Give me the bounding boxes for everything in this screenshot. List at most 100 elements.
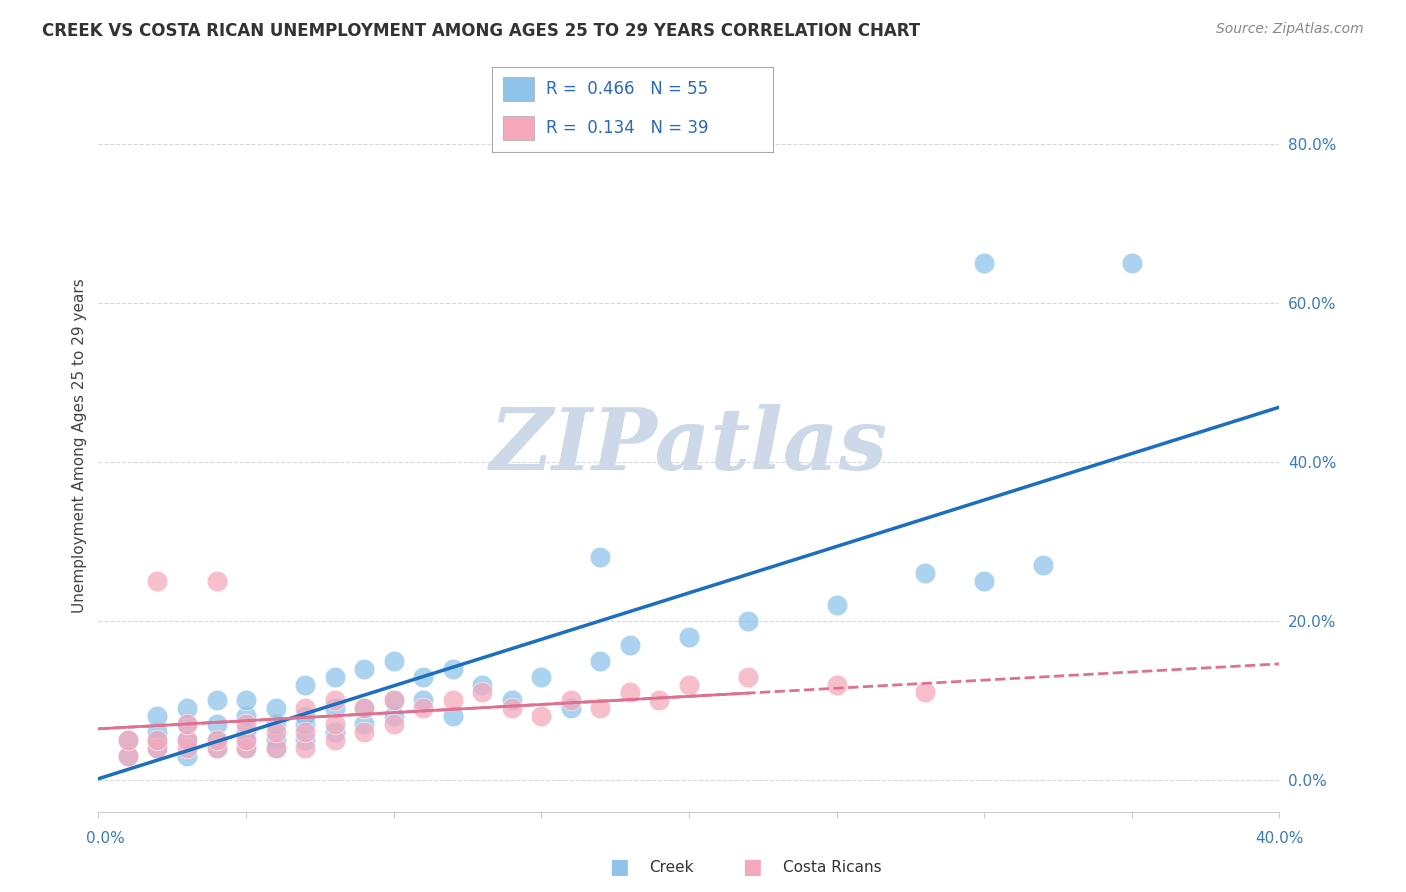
Point	[205, 741, 228, 756]
Text: Source: ZipAtlas.com: Source: ZipAtlas.com	[1216, 22, 1364, 37]
Point	[264, 701, 287, 715]
Text: 40.0%: 40.0%	[1256, 831, 1303, 846]
Point	[294, 701, 316, 715]
Point	[914, 566, 936, 581]
Point	[117, 733, 139, 747]
Point	[382, 717, 405, 731]
Point	[294, 717, 316, 731]
Point	[235, 725, 257, 739]
Point	[146, 709, 169, 723]
Point	[323, 717, 346, 731]
Point	[264, 733, 287, 747]
Point	[294, 709, 316, 723]
Point	[323, 669, 346, 683]
Point	[235, 733, 257, 747]
Point	[678, 677, 700, 691]
Point	[471, 685, 494, 699]
Point	[205, 741, 228, 756]
Text: ■: ■	[742, 857, 762, 877]
Point	[678, 630, 700, 644]
Point	[176, 717, 198, 731]
Text: Creek: Creek	[650, 860, 695, 874]
Point	[1121, 256, 1143, 270]
Point	[412, 701, 434, 715]
Point	[560, 693, 582, 707]
Point	[530, 669, 553, 683]
Point	[205, 693, 228, 707]
Point	[294, 733, 316, 747]
Text: ■: ■	[609, 857, 628, 877]
Point	[235, 717, 257, 731]
Point	[235, 741, 257, 756]
Point	[973, 256, 995, 270]
Point	[914, 685, 936, 699]
Point	[737, 614, 759, 628]
Text: Costa Ricans: Costa Ricans	[783, 860, 882, 874]
Point	[176, 749, 198, 764]
Point	[146, 574, 169, 589]
Point	[353, 717, 375, 731]
Text: 0.0%: 0.0%	[86, 831, 125, 846]
Point	[501, 693, 523, 707]
Point	[176, 733, 198, 747]
Point	[264, 741, 287, 756]
Text: R =  0.466   N = 55: R = 0.466 N = 55	[546, 79, 707, 97]
Point	[264, 725, 287, 739]
Point	[825, 598, 848, 612]
Point	[501, 701, 523, 715]
Point	[619, 638, 641, 652]
Point	[589, 654, 612, 668]
Point	[264, 717, 287, 731]
Point	[117, 749, 139, 764]
Point	[294, 725, 316, 739]
Text: ZIPatlas: ZIPatlas	[489, 404, 889, 488]
Point	[589, 550, 612, 565]
Point	[117, 749, 139, 764]
Point	[412, 693, 434, 707]
Point	[117, 733, 139, 747]
Point	[235, 709, 257, 723]
Point	[176, 733, 198, 747]
Point	[353, 662, 375, 676]
Point	[973, 574, 995, 589]
Point	[323, 693, 346, 707]
Point	[146, 733, 169, 747]
Y-axis label: Unemployment Among Ages 25 to 29 years: Unemployment Among Ages 25 to 29 years	[72, 278, 87, 614]
Point	[1032, 558, 1054, 573]
Point	[205, 733, 228, 747]
Point	[146, 725, 169, 739]
Point	[205, 717, 228, 731]
Point	[382, 654, 405, 668]
Point	[235, 741, 257, 756]
Point	[353, 725, 375, 739]
Point	[382, 693, 405, 707]
Point	[648, 693, 671, 707]
Point	[176, 717, 198, 731]
Point	[323, 733, 346, 747]
Point	[205, 574, 228, 589]
Point	[353, 701, 375, 715]
Text: R =  0.134   N = 39: R = 0.134 N = 39	[546, 120, 709, 137]
Point	[441, 662, 464, 676]
Point	[441, 709, 464, 723]
Point	[560, 701, 582, 715]
Point	[235, 733, 257, 747]
Point	[294, 741, 316, 756]
Point	[530, 709, 553, 723]
Point	[146, 741, 169, 756]
Point	[264, 741, 287, 756]
Point	[235, 693, 257, 707]
Point	[589, 701, 612, 715]
Point	[412, 669, 434, 683]
Point	[353, 701, 375, 715]
Point	[323, 701, 346, 715]
Point	[825, 677, 848, 691]
Point	[323, 725, 346, 739]
Point	[294, 677, 316, 691]
Point	[205, 733, 228, 747]
Point	[382, 693, 405, 707]
Point	[176, 741, 198, 756]
Point	[176, 701, 198, 715]
Text: CREEK VS COSTA RICAN UNEMPLOYMENT AMONG AGES 25 TO 29 YEARS CORRELATION CHART: CREEK VS COSTA RICAN UNEMPLOYMENT AMONG …	[42, 22, 921, 40]
Bar	[503, 77, 534, 101]
